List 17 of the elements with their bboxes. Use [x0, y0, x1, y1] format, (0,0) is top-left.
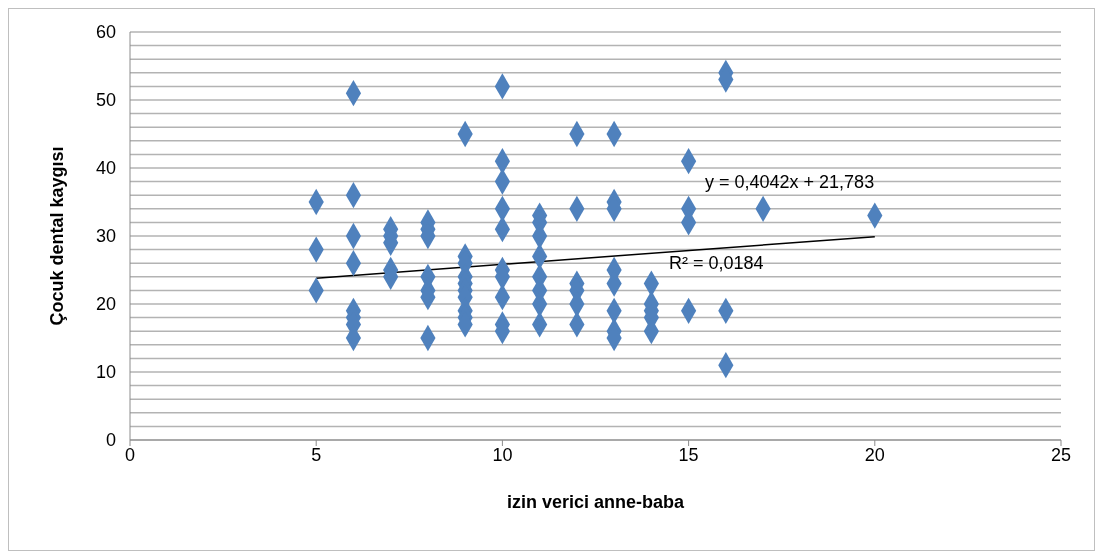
y-tick-label: 20	[95, 294, 116, 315]
annotation: R² = 0,0184	[669, 253, 764, 274]
x-tick-label: 15	[678, 444, 699, 465]
x-tick-label: 10	[492, 444, 513, 465]
y-tick-label: 40	[95, 158, 116, 179]
y-axis-title: Çocuk dental kaygısı	[47, 146, 68, 326]
annotation: y = 0,4042x + 21,783	[705, 172, 875, 193]
y-tick-label: 50	[95, 90, 116, 111]
y-tick-label: 0	[105, 430, 116, 451]
x-tick-label: 20	[864, 444, 885, 465]
y-tick-label: 10	[95, 362, 116, 383]
x-tick-label: 25	[1050, 444, 1072, 465]
x-tick-label: 0	[124, 444, 136, 465]
x-tick-label: 5	[311, 444, 322, 465]
y-tick-label: 30	[95, 226, 116, 247]
x-axis-title: izin verici anne-baba	[506, 492, 686, 512]
y-tick-label: 60	[95, 22, 116, 43]
